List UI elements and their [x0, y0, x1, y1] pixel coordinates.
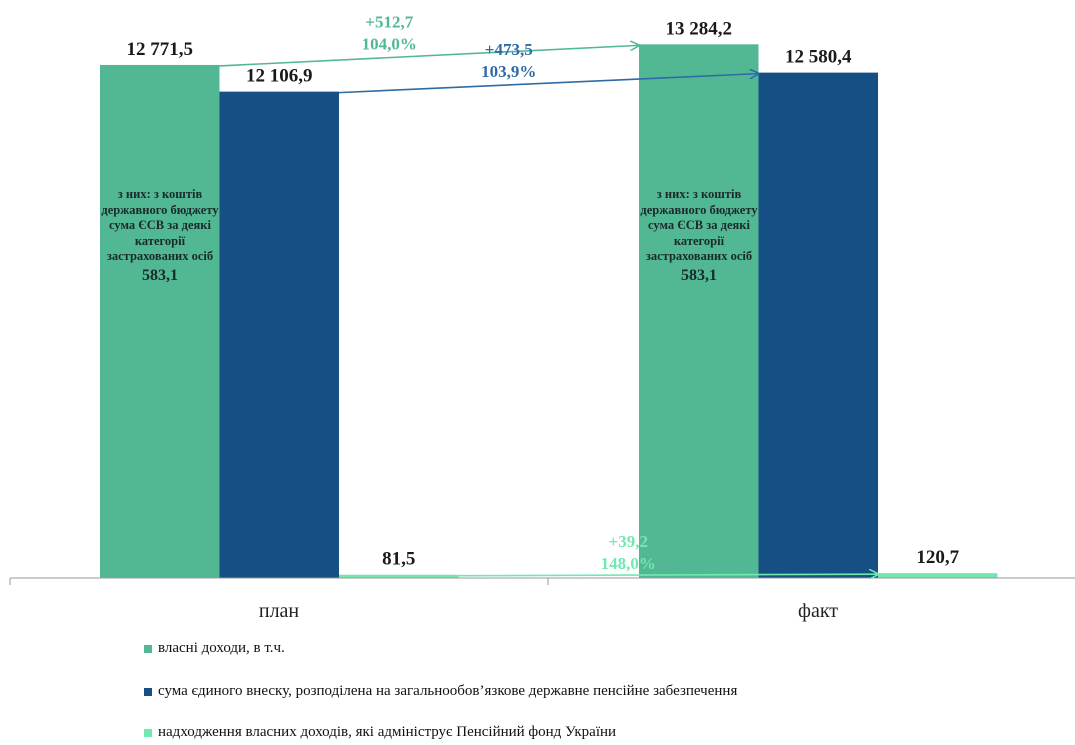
data-label: 120,7: [916, 547, 959, 568]
inner-note-text: з них: з коштів державного бюджету сума …: [101, 187, 219, 263]
legend-label: надходження власних доходів, які адмініс…: [158, 724, 617, 740]
growth-arrow: [338, 74, 759, 94]
inner-note-plan: з них: з коштів державного бюджету сума …: [100, 187, 220, 283]
data-label: 12 106,9: [246, 66, 313, 87]
inner-note-value: 583,1: [681, 266, 717, 284]
bar-s3-plan: [339, 574, 459, 578]
bar-s2-plan: [219, 91, 339, 579]
growth-arrow: [219, 45, 640, 67]
legend-label: сума єдиного внеску, розподілена на зага…: [158, 683, 738, 699]
category-label-plan: план: [259, 600, 300, 622]
bar-s2-fact: [758, 72, 878, 578]
data-label: 81,5: [382, 549, 415, 570]
growth-delta: +39,2: [609, 532, 648, 551]
legend-item-administered-income: надходження власних доходів, які адмініс…: [144, 724, 616, 741]
growth-delta: +512,7: [365, 13, 413, 32]
growth-percent: 103,9%: [481, 62, 536, 81]
inner-note-text: з них: з коштів державного бюджету сума …: [640, 187, 758, 263]
legend-swatch: [144, 728, 152, 737]
growth-percent: 104,0%: [362, 35, 417, 54]
legend-label: власні доходи, в т.ч.: [158, 640, 285, 656]
legend-item-own-income: власні доходи, в т.ч.: [144, 640, 285, 657]
inner-note-value: 583,1: [142, 266, 178, 284]
inner-note-fact: з них: з коштів державного бюджету сума …: [639, 187, 759, 283]
bars: [100, 44, 998, 579]
data-label: 13 284,2: [666, 18, 733, 39]
growth-delta: +473,5: [485, 40, 533, 59]
bar-s1-plan: [100, 64, 220, 578]
data-labels: 12 771,5 13 284,2 12 106,9 12 580,4 81,5 120,…: [127, 18, 960, 569]
growth-arrow: [458, 574, 879, 576]
bar-s1-fact: [639, 44, 759, 578]
data-label: 12 580,4: [785, 47, 852, 68]
growth-percent: 148,0%: [601, 554, 656, 573]
growth-arrows: +512,7 104,0% +473,5 103,9% +39,2 148,0%: [219, 13, 879, 576]
legend-item-single-contribution: сума єдиного внеску, розподілена на зага…: [144, 683, 737, 700]
bar-s3-fact: [878, 573, 998, 578]
data-label: 12 771,5: [127, 39, 194, 60]
legend-swatch: [144, 687, 152, 696]
category-label-fact: факт: [798, 600, 838, 622]
x-axis: план факт: [9, 577, 1075, 622]
legend-swatch: [144, 644, 152, 653]
